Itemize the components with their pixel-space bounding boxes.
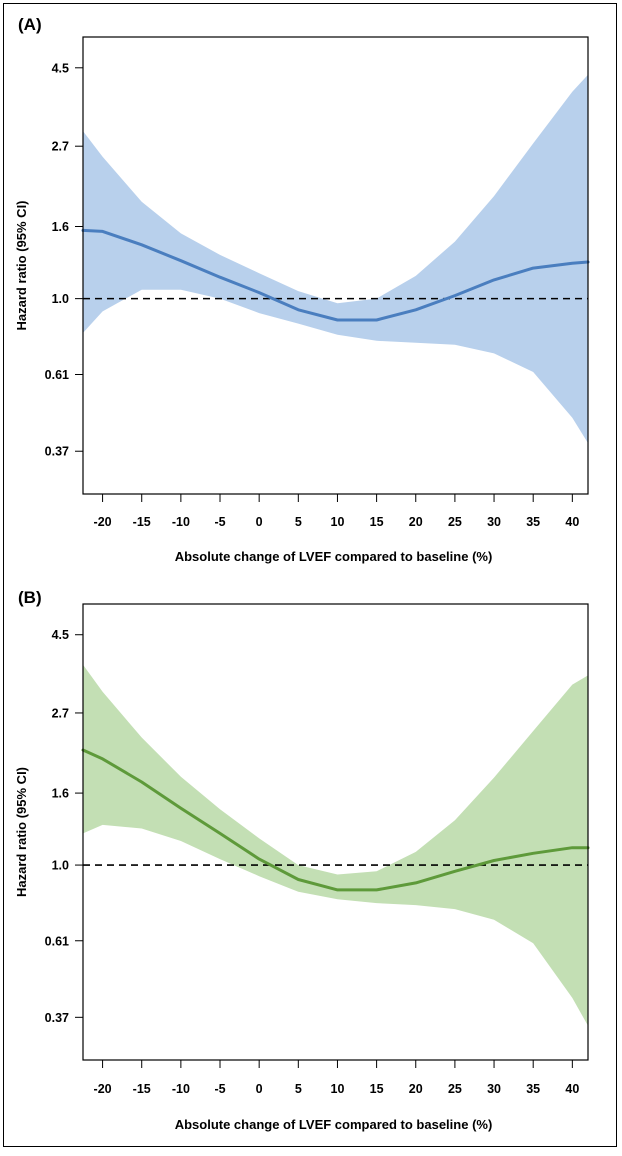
- chart-a-x-axis-label: Absolute change of LVEF compared to base…: [175, 549, 493, 564]
- chart-a-y-tick-label: 1.6: [52, 220, 69, 234]
- chart-a-x-tick-label: 0: [256, 515, 263, 529]
- chart-b-x-tick-label: 30: [487, 1082, 501, 1096]
- chart-b-x-tick-label: 35: [526, 1082, 540, 1096]
- chart-b-x-axis-label: Absolute change of LVEF compared to base…: [175, 1117, 493, 1132]
- chart-a-plot-frame: [82, 36, 589, 495]
- chart-b-y-tick-label: 2.7: [52, 706, 69, 720]
- chart-a-x-tick-label: 10: [331, 515, 345, 529]
- chart-a-x-tick-label: -5: [214, 515, 225, 529]
- chart-b-x-tick-label: 5: [295, 1082, 302, 1096]
- chart-a-y-tick-label: 0.37: [45, 445, 69, 459]
- chart-a-y-tick-label: 2.7: [52, 140, 69, 154]
- chart-a-panel: -20 -15 -10 -5 0 5 10 15 20 25 30 35 40 0.37 0.61 1.0 1.…: [14, 15, 590, 564]
- chart-a-y-tick-label: 1.0: [52, 292, 69, 306]
- chart-a-ci-band: [83, 74, 588, 444]
- chart-a-x-tick-label: 25: [448, 515, 462, 529]
- chart-b-y-tick-label: 1.0: [52, 859, 69, 873]
- chart-b-y-tick-label: 1.6: [52, 787, 69, 801]
- chart-a-x-tick-label: 15: [370, 515, 384, 529]
- chart-a-hr-line: [81, 228, 590, 322]
- chart-a-panel-label: (A): [18, 15, 42, 34]
- chart-b-x-tick-label: 25: [448, 1082, 462, 1096]
- chart-b-panel: -20 -15 -10 -5 0 5 10 15 20 25 30 35 40 0.37 0.61 1.0 1.…: [14, 588, 590, 1132]
- chart-b-y-axis-label: Hazard ratio (95% CI): [14, 767, 29, 897]
- chart-a-x-tick-label: 35: [526, 515, 540, 529]
- chart-b-plot-frame: [82, 603, 589, 1061]
- chart-a-x-tick-label: -15: [133, 515, 151, 529]
- chart-a-x-tick-label: 20: [409, 515, 423, 529]
- chart-a-x-tick-label: -20: [94, 515, 112, 529]
- chart-b-x-tick-label: 0: [256, 1082, 263, 1096]
- figure-frame: [3, 3, 617, 1147]
- chart-a-x-tick-label: 5: [295, 515, 302, 529]
- chart-b-panel-label: (B): [18, 588, 42, 607]
- chart-a-y-axis-label: Hazard ratio (95% CI): [14, 200, 29, 330]
- chart-a-x-tick-label: -10: [172, 515, 190, 529]
- chart-b-x-tick-label: 10: [331, 1082, 345, 1096]
- chart-a-x-tick-label: 40: [565, 515, 579, 529]
- chart-b-y-tick-label: 0.37: [45, 1011, 69, 1025]
- chart-b-x-tick-label: 15: [370, 1082, 384, 1096]
- chart-b-hr-line: [81, 748, 590, 892]
- chart-b-x-tick-label: -15: [133, 1082, 151, 1096]
- chart-b-x-tick-label: 20: [409, 1082, 423, 1096]
- chart-b-x-tick-label: -5: [214, 1082, 225, 1096]
- chart-b-y-tick-label: 0.61: [45, 934, 69, 948]
- chart-b-x-tick-label: -10: [172, 1082, 190, 1096]
- chart-b-ci-band: [83, 664, 588, 1026]
- chart-a-y-tick-label: 4.5: [52, 61, 69, 75]
- chart-b-y-tick-label: 4.5: [52, 628, 69, 642]
- chart-a-y-tick-label: 0.61: [45, 368, 69, 382]
- chart-b-x-tick-label: -20: [94, 1082, 112, 1096]
- chart-b-x-tick-label: 40: [565, 1082, 579, 1096]
- chart-a-x-tick-label: 30: [487, 515, 501, 529]
